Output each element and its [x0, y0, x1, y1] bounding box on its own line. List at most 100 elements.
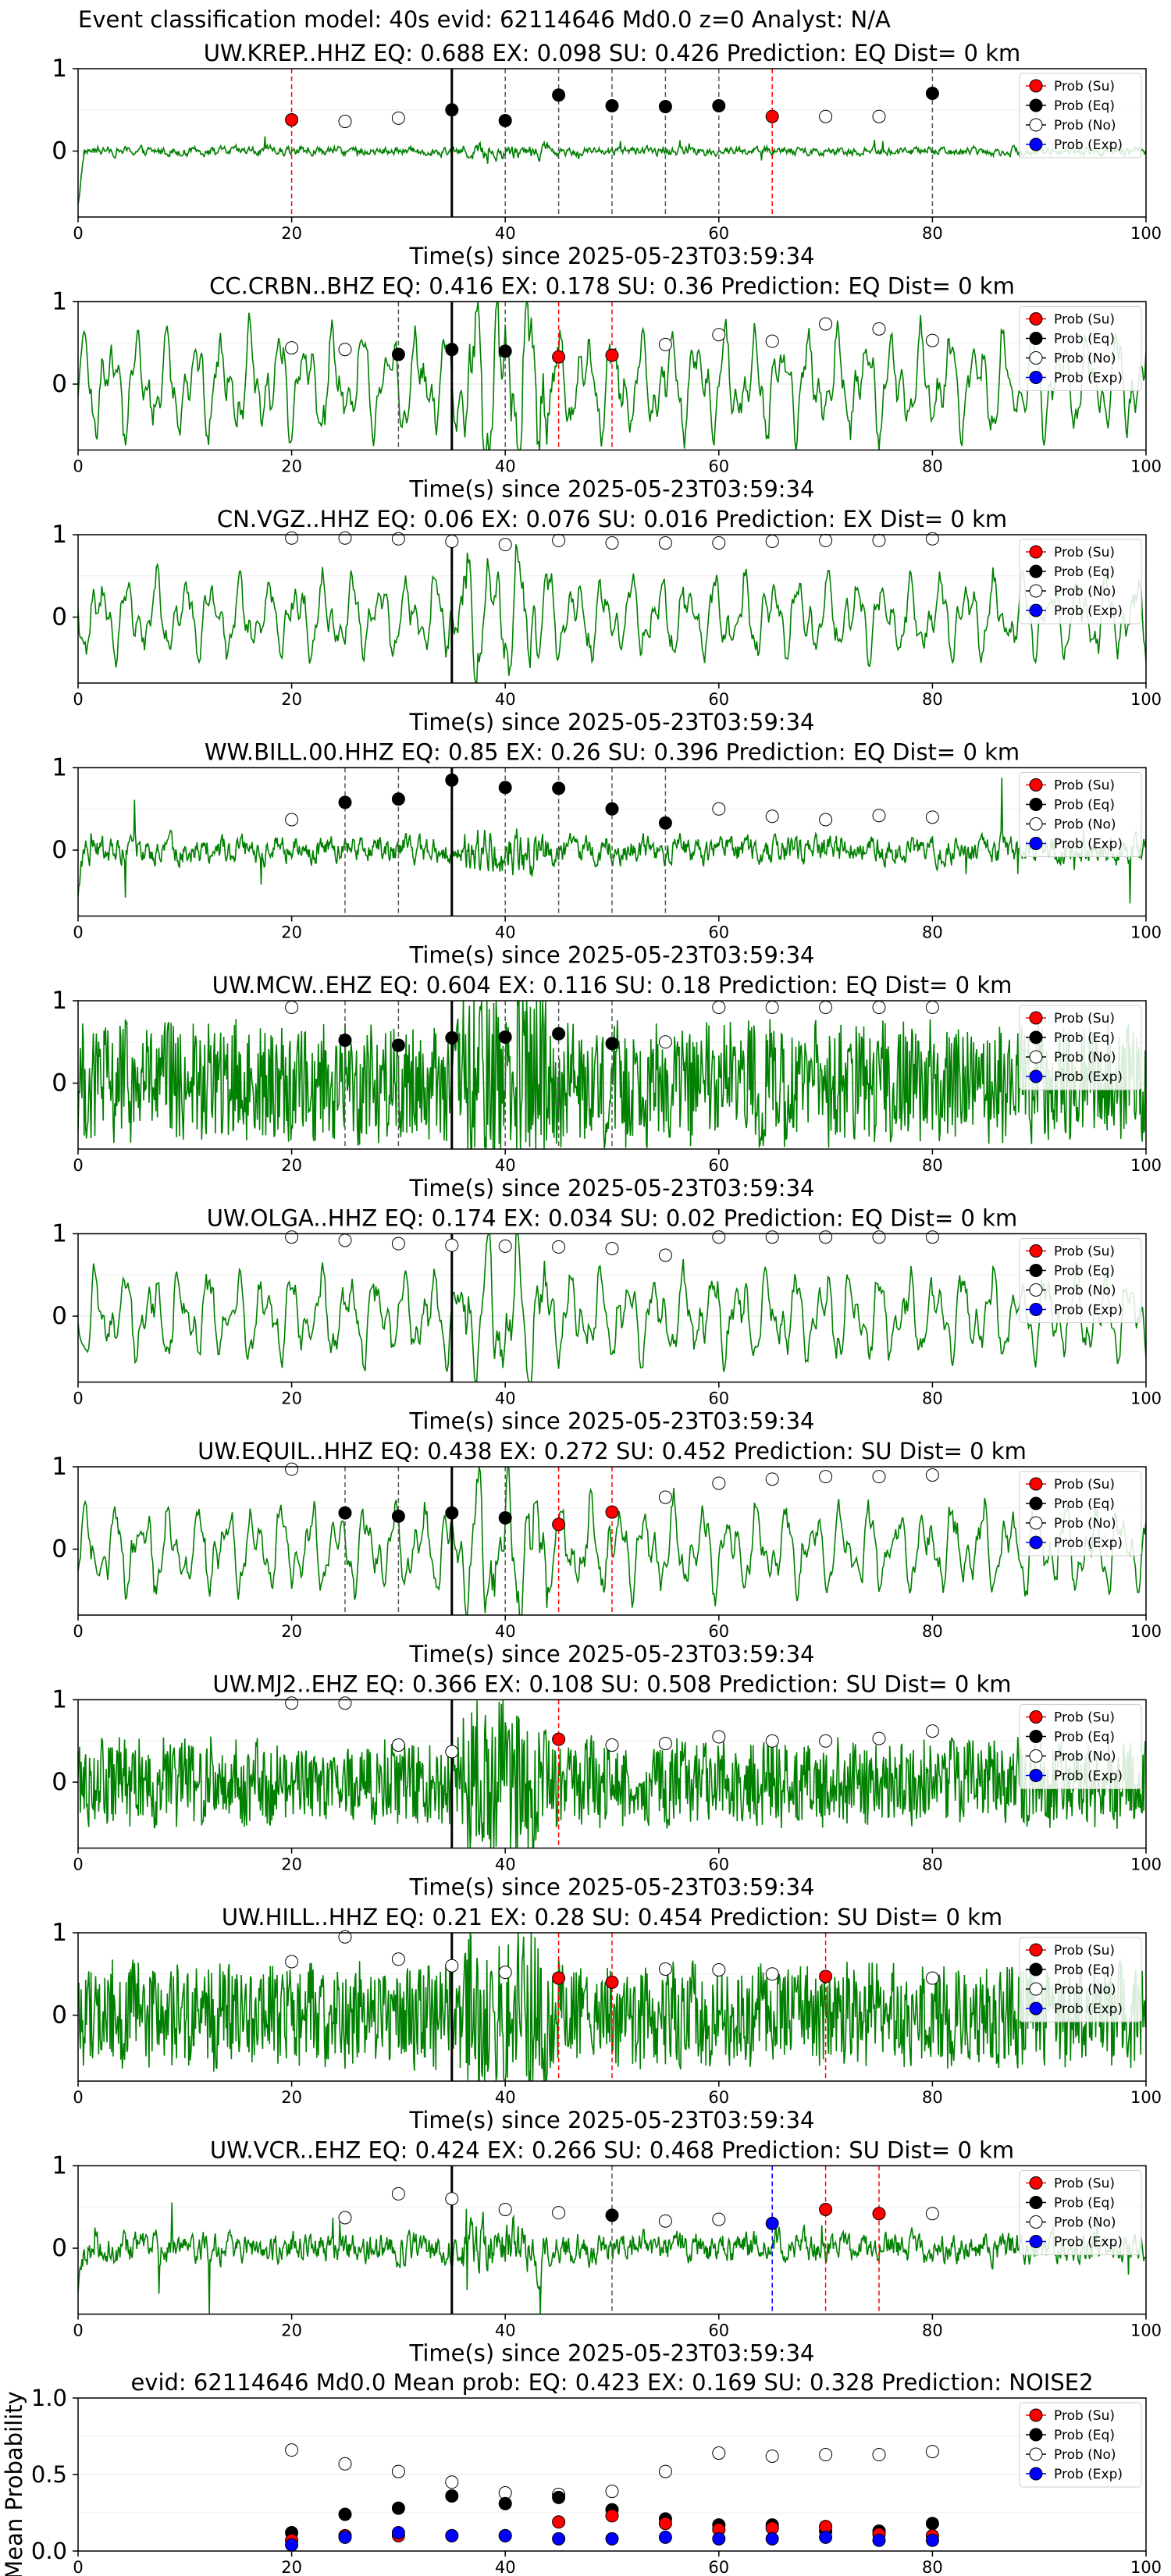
legend-marker	[1029, 79, 1043, 93]
prob-no-point	[925, 1468, 939, 1482]
x-tick-label: 100	[1130, 923, 1162, 942]
panel-title: UW.HILL..HHZ EQ: 0.21 EX: 0.28 SU: 0.454…	[222, 1904, 1002, 1930]
prob-no-point	[712, 1730, 726, 1744]
legend-label: Prob (Exp)	[1054, 603, 1123, 619]
prob-no-point	[391, 2464, 405, 2478]
prob-exp-point	[712, 2532, 726, 2546]
legend-label: Prob (Su)	[1054, 1710, 1115, 1726]
waveform-trace	[78, 1699, 1146, 1848]
legend-label: Prob (Su)	[1054, 1244, 1115, 1260]
prob-su-point	[552, 1517, 566, 1532]
legend-label: Prob (Su)	[1054, 778, 1115, 794]
legend-marker	[1029, 564, 1043, 578]
plot-frame	[77, 767, 1147, 917]
prob-exp-point	[391, 2525, 405, 2539]
x-tick-label: 0	[73, 1856, 83, 1874]
prob-no-point	[552, 2206, 566, 2220]
prob-eq-point	[391, 2501, 405, 2515]
plot-area	[78, 1933, 1146, 2081]
panel-title: UW.OLGA..HHZ EQ: 0.174 EX: 0.034 SU: 0.0…	[207, 1205, 1017, 1232]
legend-label: Prob (Su)	[1054, 545, 1115, 560]
prob-no-point	[658, 536, 672, 550]
prob-no-point	[391, 1236, 405, 1251]
prob-eq-point	[925, 2517, 939, 2531]
prob-su-point	[552, 2515, 566, 2529]
panel-title: UW.MCW..EHZ EQ: 0.604 EX: 0.116 SU: 0.18…	[212, 972, 1013, 998]
prob-no-point	[925, 810, 939, 824]
x-tick-label: 20	[281, 2558, 302, 2576]
y-tick-label: 0	[52, 1768, 67, 1796]
prob-no-point	[925, 532, 939, 546]
legend-marker	[1029, 351, 1043, 365]
prob-eq-point	[445, 773, 459, 787]
prob-su-point	[552, 350, 566, 364]
prob-eq-point	[338, 2507, 352, 2521]
prob-no-point	[445, 1959, 459, 1973]
prob-no-point	[445, 1745, 459, 1759]
prob-no-point	[765, 1472, 779, 1486]
prob-no-point	[712, 2446, 726, 2460]
prob-no-point	[712, 1230, 726, 1244]
prob-no-point	[552, 533, 566, 547]
panel-title: UW.EQUIL..HHZ EQ: 0.438 EX: 0.272 SU: 0.…	[198, 1438, 1027, 1464]
legend: Prob (Su) Prob (Eq) Prob (No) Prob (Exp)	[1019, 772, 1142, 857]
y-tick-label: 0	[52, 370, 67, 398]
x-tick-label: 20	[281, 2088, 302, 2107]
prob-no-point	[765, 1734, 779, 1748]
legend-label: Prob (Su)	[1054, 1011, 1115, 1026]
legend-label: Prob (No)	[1054, 351, 1116, 367]
x-tick-label: 0	[73, 224, 83, 243]
prob-no-point	[872, 322, 886, 336]
legend-marker	[1029, 1710, 1043, 1724]
legend-marker	[1029, 778, 1043, 792]
prob-su-point	[605, 2509, 619, 2523]
prob-no-point	[872, 809, 886, 823]
x-tick-label: 80	[922, 2088, 943, 2107]
legend-label: Prob (Su)	[1054, 1943, 1115, 1959]
x-axis-label: Time(s) since 2025-05-23T03:59:34	[409, 709, 815, 735]
legend-label: Prob (Eq)	[1054, 1962, 1115, 1978]
prob-no-point	[658, 2214, 672, 2228]
prob-no-point	[285, 531, 299, 545]
prob-eq-point	[552, 781, 566, 795]
prob-no-point	[819, 533, 833, 547]
y-tick-label: 1	[52, 2152, 67, 2180]
x-tick-label: 40	[495, 1622, 516, 1641]
legend: Prob (Su) Prob (Eq) Prob (No) Prob (Exp)	[1019, 306, 1142, 391]
prob-eq-point	[498, 1510, 512, 1525]
x-axis-label: Time(s) since 2025-05-23T03:59:34	[409, 476, 815, 503]
prob-no-point	[925, 2445, 939, 2459]
x-tick-label: 60	[708, 2558, 729, 2576]
legend-marker	[1029, 837, 1043, 850]
prob-su-point	[658, 2517, 672, 2531]
legend-label: Prob (Su)	[1054, 1477, 1115, 1493]
prob-eq-point	[658, 816, 672, 830]
x-tick-label: 40	[495, 1856, 516, 1874]
legend-box	[1019, 772, 1142, 857]
panel-title: UW.VCR..EHZ EQ: 0.424 EX: 0.266 SU: 0.46…	[210, 2137, 1014, 2164]
prob-no-point	[605, 1242, 619, 1255]
prob-no-point	[338, 1233, 352, 1247]
legend: Prob (Su) Prob (Eq) Prob (No) Prob (Exp)	[1019, 2170, 1142, 2255]
legend-label: Prob (No)	[1054, 118, 1116, 133]
legend-marker	[1029, 1011, 1043, 1025]
x-axis-label: Time(s) since 2025-05-23T03:59:34	[409, 1408, 815, 1435]
x-tick-label: 0	[73, 1622, 83, 1641]
x-tick-label: 60	[708, 1156, 729, 1175]
prob-su-point	[605, 1975, 619, 1989]
prob-no-point	[872, 2448, 886, 2462]
legend-label: Prob (Exp)	[1054, 837, 1123, 852]
plot-area	[78, 1001, 1146, 1149]
prob-eq-point	[605, 802, 619, 816]
prob-eq-point	[445, 103, 459, 117]
legend: Prob (Su) Prob (Eq) Prob (No) Prob (Exp)	[1019, 2402, 1142, 2488]
legend-marker	[1029, 2467, 1043, 2481]
legend-marker	[1029, 1303, 1043, 1316]
prob-no-point	[498, 538, 512, 552]
prob-no-point	[338, 115, 352, 129]
plot-area	[78, 69, 1146, 217]
prob-su-point	[552, 1971, 566, 1985]
x-axis-label: Time(s) since 2025-05-23T03:59:34	[409, 2340, 815, 2367]
prob-exp-point	[605, 2532, 619, 2546]
y-tick-label: 1	[52, 754, 67, 782]
